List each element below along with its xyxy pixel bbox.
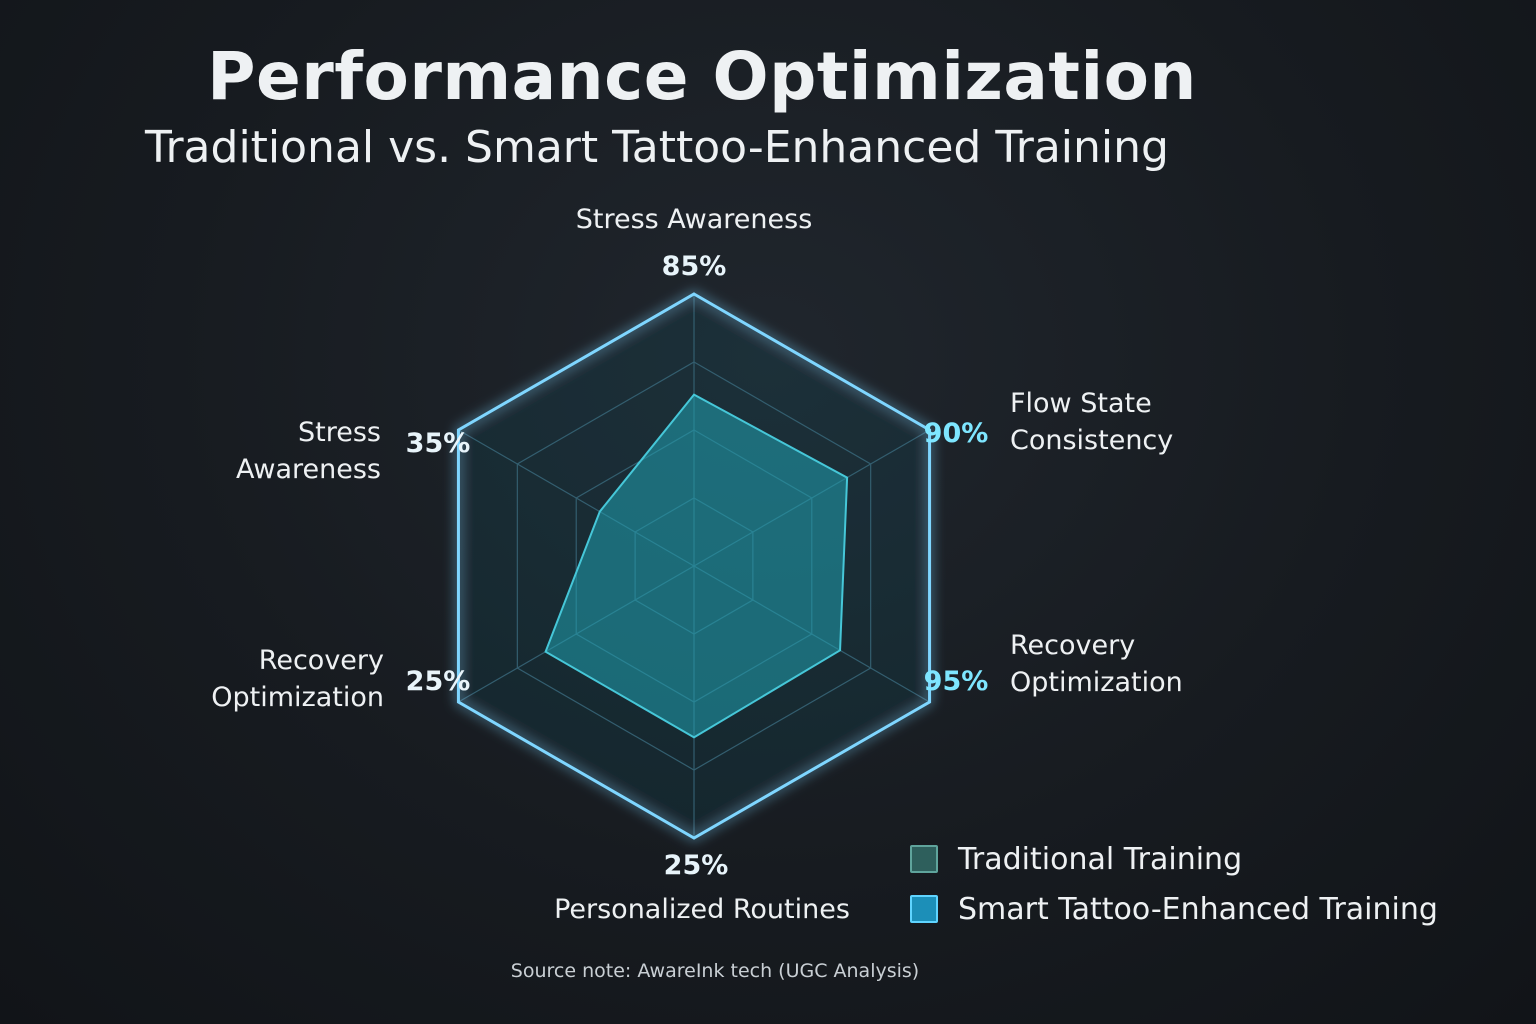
- value-label-3: 25%: [664, 850, 729, 881]
- value-label-5: 35%: [406, 428, 471, 459]
- legend-label-smart: Smart Tattoo-Enhanced Training: [958, 891, 1438, 927]
- legend-label-traditional: Traditional Training: [958, 841, 1243, 877]
- legend-swatch-traditional: [910, 845, 938, 873]
- axis-labels: 85% Stress Awareness 90% Flow State Consiste…: [211, 204, 1182, 925]
- axis-label-3: Personalized Routines: [554, 894, 850, 925]
- value-label-1: 90%: [924, 418, 989, 449]
- chart-title: Performance Optimization: [207, 38, 1197, 115]
- value-label-0: 85%: [662, 251, 727, 282]
- axis-label-2: Recovery Optimization: [1010, 630, 1183, 698]
- axis-label-1: Flow State Consistency: [1010, 388, 1173, 456]
- value-label-2: 95%: [924, 666, 989, 697]
- source-note: Source note: AwareInk tech (UGC Analysis…: [510, 960, 920, 982]
- legend-item-smart[interactable]: Smart Tattoo-Enhanced Training: [910, 884, 1438, 934]
- axis-label-0: Stress Awareness: [576, 204, 813, 235]
- chart-subtitle: Traditional vs. Smart Tattoo-Enhanced Tr…: [145, 122, 1169, 173]
- value-label-4: 25%: [406, 666, 471, 697]
- legend: Traditional Training Smart Tattoo-Enhanc…: [910, 834, 1438, 934]
- legend-item-traditional[interactable]: Traditional Training: [910, 834, 1438, 884]
- axis-label-4: Recovery Optimization: [211, 645, 384, 713]
- axis-label-5: Stress Awareness: [236, 417, 381, 485]
- radar-outer-frame: [456, 292, 932, 840]
- legend-swatch-smart: [910, 895, 938, 923]
